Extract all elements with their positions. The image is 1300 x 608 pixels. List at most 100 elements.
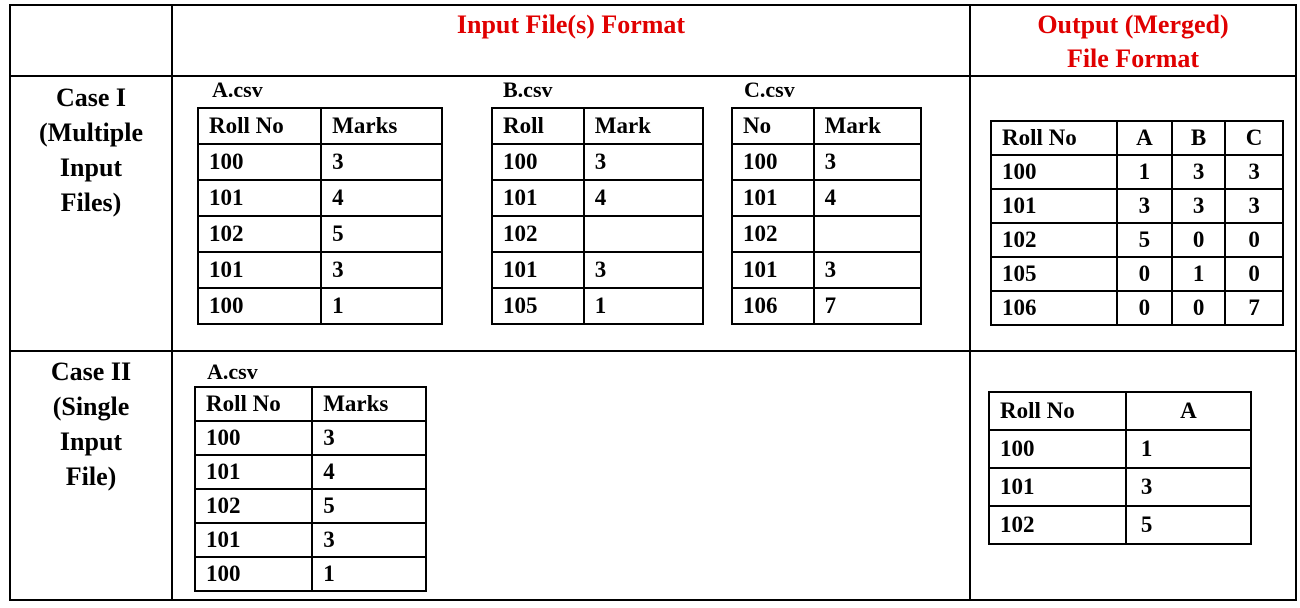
table-header-row: Roll Mark	[491, 107, 705, 145]
table-header-row: Roll No Marks	[193, 386, 427, 422]
table-cell: 102	[491, 215, 585, 253]
table-row: 105 0 1 0	[990, 256, 1284, 292]
table-cell: 5	[1115, 222, 1173, 258]
table-header-row: Roll No Marks	[196, 107, 443, 145]
column-header: A	[1115, 120, 1173, 156]
case2-a-table: Roll No Marks 100 3 101 4 102 5 101 3 100 1	[193, 386, 427, 592]
table-cell: 1	[1170, 256, 1227, 292]
table-cell: 101	[491, 179, 585, 217]
table-cell: 3	[1224, 188, 1284, 224]
table-cell: 0	[1115, 256, 1173, 292]
table-row: 100 3	[193, 420, 427, 456]
column-header: Roll No	[193, 386, 314, 422]
table-row: 100 3	[731, 143, 923, 181]
column-header: Marks	[320, 107, 443, 145]
table-cell: 5	[311, 488, 427, 524]
output-format-title-line2: File Format	[1066, 44, 1200, 73]
table-cell: 1	[1124, 429, 1253, 469]
case1-b-table: Roll Mark 100 3 101 4 102 101 3 105 1	[491, 107, 705, 325]
table-cell: 100	[988, 429, 1127, 469]
table-cell: 3	[1224, 154, 1284, 190]
table-cell: 101	[731, 179, 815, 217]
case1-label-line: Case I	[55, 83, 127, 112]
table-cell: 3	[320, 251, 443, 289]
table-cell: 102	[193, 488, 314, 524]
table-row: 101 4	[731, 179, 923, 217]
table-cell: 106	[990, 290, 1118, 326]
table-cell: 3	[812, 251, 923, 289]
table-header-row: No Mark	[731, 107, 923, 145]
case1-label-line: Input	[59, 153, 123, 182]
case2-output-table: Roll No A 100 1 101 3 102 5	[988, 391, 1253, 545]
case1-label-line: (Multiple	[39, 118, 143, 147]
table-cell: 100	[196, 143, 323, 181]
table-cell: 101	[193, 522, 314, 558]
table-cell: 105	[491, 287, 585, 325]
table-row: 100 3	[196, 143, 443, 181]
grid-line-top	[9, 4, 1297, 6]
table-cell: 3	[311, 420, 427, 456]
table-cell: 102	[988, 505, 1127, 545]
table-cell: 3	[1170, 154, 1227, 190]
table-cell	[582, 215, 705, 253]
table-cell: 102	[990, 222, 1118, 258]
table-row: 100 1	[988, 429, 1253, 469]
table-row: 100 3	[491, 143, 705, 181]
table-cell: 102	[731, 215, 815, 253]
column-header: Roll No	[988, 391, 1127, 431]
table-cell: 5	[320, 215, 443, 253]
table-cell: 100	[193, 556, 314, 592]
case1-c-table: No Mark 100 3 101 4 102 101 3 106 7	[731, 107, 923, 325]
table-cell: 7	[812, 287, 923, 325]
table-cell: 106	[731, 287, 815, 325]
case2-label-line: File)	[65, 462, 117, 491]
table-row: 101 3	[196, 251, 443, 289]
case2-label-line: (Single	[52, 392, 130, 421]
case2-label-line: Case II	[50, 357, 132, 386]
table-cell: 102	[196, 215, 323, 253]
table-row: 101 3	[731, 251, 923, 289]
column-header: A	[1124, 391, 1253, 431]
column-header: Roll No	[990, 120, 1118, 156]
table-row: 102	[731, 215, 923, 253]
table-cell: 1	[582, 287, 705, 325]
grid-line-right	[1295, 4, 1297, 601]
column-header: C	[1224, 120, 1284, 156]
grid-line-left	[9, 4, 11, 601]
table-cell: 101	[988, 467, 1127, 507]
table-cell: 100	[990, 154, 1118, 190]
table-row: 100 1 3 3	[990, 154, 1284, 190]
table-row: 101 3	[193, 522, 427, 558]
table-cell: 1	[320, 287, 443, 325]
case2-a-filename: A.csv	[207, 359, 258, 384]
table-cell: 101	[196, 179, 323, 217]
table-cell: 4	[582, 179, 705, 217]
column-header: B	[1170, 120, 1227, 156]
table-cell: 0	[1170, 222, 1227, 258]
table-row: 101 3	[491, 251, 705, 289]
column-header: Mark	[812, 107, 923, 145]
table-cell: 3	[1124, 467, 1253, 507]
table-cell: 4	[311, 454, 427, 490]
table-header-row: Roll No A B C	[990, 120, 1284, 156]
table-cell: 3	[582, 251, 705, 289]
column-header: Roll No	[196, 107, 323, 145]
table-row: 100 1	[196, 287, 443, 325]
grid-line-bottom	[9, 599, 1297, 601]
table-cell: 3	[1170, 188, 1227, 224]
case1-b-filename: B.csv	[503, 77, 553, 102]
grid-line-col1	[171, 4, 173, 601]
table-row: 100 1	[193, 556, 427, 592]
table-cell: 3	[812, 143, 923, 181]
table-row: 105 1	[491, 287, 705, 325]
table-row: 106 0 0 7	[990, 290, 1284, 326]
table-row: 102 5	[196, 215, 443, 253]
table-cell: 3	[1115, 188, 1173, 224]
table-cell: 1	[1115, 154, 1173, 190]
table-row: 106 7	[731, 287, 923, 325]
table-cell: 100	[491, 143, 585, 181]
table-row: 101 4	[196, 179, 443, 217]
table-cell: 101	[731, 251, 815, 289]
table-cell: 3	[311, 522, 427, 558]
table-row: 102 5 0 0	[990, 222, 1284, 258]
